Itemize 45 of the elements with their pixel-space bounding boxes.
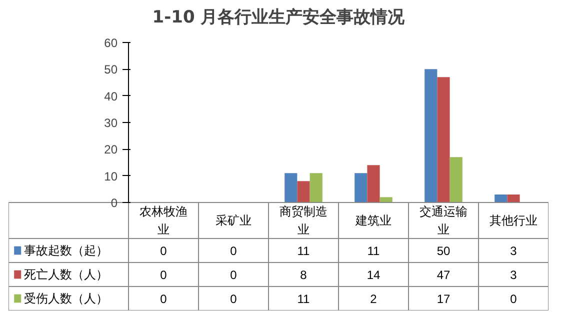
x-tick-label: 交通运输业 xyxy=(420,204,468,237)
y-tick-label: 50 xyxy=(104,62,118,77)
bar xyxy=(494,194,508,202)
data-label: 0 xyxy=(510,292,518,306)
bar xyxy=(424,69,438,202)
data-label: 47 xyxy=(436,268,450,282)
data-label: 8 xyxy=(300,268,308,282)
bar xyxy=(310,173,322,202)
bar xyxy=(284,173,298,202)
bar xyxy=(507,194,520,202)
data-label: 2 xyxy=(370,292,378,306)
legend-label: 事故起数（起） xyxy=(24,244,108,258)
x-tick-label: 其他行业 xyxy=(490,214,538,228)
y-tick-label: 20 xyxy=(104,142,118,157)
data-label: 3 xyxy=(510,244,518,258)
legend-label: 受伤人数（人） xyxy=(24,292,108,306)
data-label: 3 xyxy=(510,268,518,282)
data-label: 14 xyxy=(366,268,380,282)
data-label: 0 xyxy=(230,244,238,258)
y-tick-label: 30 xyxy=(104,116,118,130)
data-label: 0 xyxy=(230,268,238,282)
data-label: 0 xyxy=(160,268,168,282)
data-label: 11 xyxy=(367,244,380,258)
data-label: 17 xyxy=(436,292,450,306)
data-label: 0 xyxy=(160,292,168,306)
bar xyxy=(450,157,462,202)
y-tick-label: 40 xyxy=(104,89,118,104)
data-label: 11 xyxy=(297,244,310,258)
legend-label: 死亡人数（人） xyxy=(24,268,108,282)
x-tick-label: 采矿业 xyxy=(216,214,252,228)
bar xyxy=(367,165,380,202)
data-label: 11 xyxy=(297,292,310,306)
x-tick-label: 商贸制造业 xyxy=(280,204,328,237)
x-tick-label: 农林牧渔业 xyxy=(140,204,188,237)
bar xyxy=(380,197,392,202)
bar xyxy=(354,173,368,202)
y-tick-label: 10 xyxy=(104,169,118,184)
y-tick-label: 60 xyxy=(104,36,118,50)
bar xyxy=(297,181,310,202)
data-label: 50 xyxy=(436,244,450,258)
chart-title: 1-10 月各行业生产安全事故情况 xyxy=(152,8,406,28)
data-label: 0 xyxy=(160,244,168,258)
x-tick-label: 建筑业 xyxy=(354,214,392,228)
data-label: 0 xyxy=(230,292,238,306)
bar xyxy=(437,77,450,202)
